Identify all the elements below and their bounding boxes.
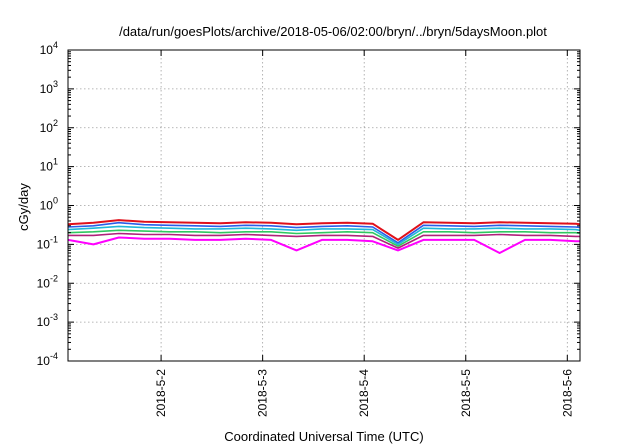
x-tick-label: 2018-5-6	[560, 369, 574, 417]
y-tick-labels: 10-4 10-3 10-2 10-1 100 101 102 103 104	[37, 40, 58, 368]
tick-layer	[68, 49, 580, 362]
series-line-3	[67, 225, 581, 246]
y-tick-label: 10-3	[37, 312, 58, 329]
series-layer	[67, 219, 581, 254]
y-axis-label: cGy/day	[16, 183, 31, 231]
series-line-2	[67, 221, 581, 244]
grid-layer	[68, 50, 580, 361]
y-tick-label: 100	[40, 196, 58, 213]
x-axis-label: Coordinated Universal Time (UTC)	[224, 429, 423, 444]
x-tick-label: 2018-5-5	[459, 369, 473, 417]
x-tick-labels: 2018-5-2 2018-5-3 2018-5-4 2018-5-5 2018-5-6	[154, 369, 574, 417]
x-tick-label: 2018-5-2	[154, 369, 168, 417]
y-tick-label: 10-4	[37, 351, 58, 368]
x-tick-label: 2018-5-4	[357, 369, 371, 417]
chart-title: /data/run/goesPlots/archive/2018-05-06/0…	[119, 24, 547, 39]
series-line-6	[67, 236, 580, 254]
x-tick-label: 2018-5-3	[256, 369, 270, 417]
series-line-5	[68, 232, 580, 249]
y-tick-label: 101	[40, 157, 58, 174]
y-tick-label: 10-1	[37, 234, 58, 251]
series-line-1	[67, 219, 581, 241]
y-tick-label: 104	[40, 40, 58, 57]
y-tick-label: 103	[40, 79, 58, 96]
series-line-4	[67, 229, 581, 247]
y-tick-label: 102	[40, 118, 58, 135]
y-tick-label: 10-2	[37, 273, 58, 290]
